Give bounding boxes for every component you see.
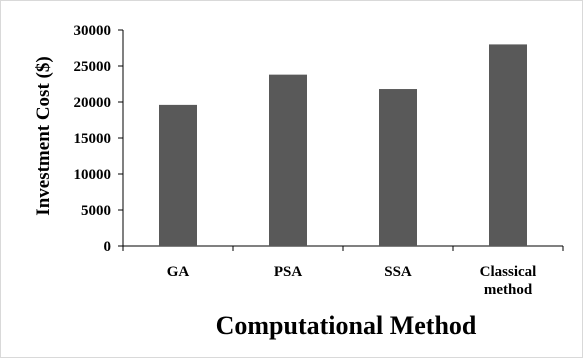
y-tick-label: 20000 xyxy=(74,95,112,111)
x-tick-label: method xyxy=(484,282,533,298)
x-tick-label: SSA xyxy=(384,264,412,280)
x-tick-label: GA xyxy=(167,264,190,280)
y-axis-label: Investment Cost ($) xyxy=(33,56,54,215)
bar xyxy=(489,44,527,247)
x-tick-label: Classical xyxy=(480,264,537,280)
bar xyxy=(379,89,417,246)
x-tick-labels: GA PSA SSA Classical method xyxy=(167,264,537,298)
y-tick-labels: 0 5000 10000 15000 20000 25000 30000 xyxy=(74,23,112,255)
x-axis-label: Computational Method xyxy=(216,311,477,340)
bar xyxy=(159,104,197,246)
x-tick-label: PSA xyxy=(274,264,303,280)
bar xyxy=(269,74,307,246)
y-tick-label: 25000 xyxy=(74,59,112,75)
y-tick-label: 5000 xyxy=(81,203,111,219)
bars xyxy=(159,44,527,247)
y-tick-label: 0 xyxy=(104,239,112,255)
y-tick-label: 15000 xyxy=(74,131,112,147)
y-tick-label: 10000 xyxy=(74,167,112,183)
y-tick-label: 30000 xyxy=(74,23,112,39)
